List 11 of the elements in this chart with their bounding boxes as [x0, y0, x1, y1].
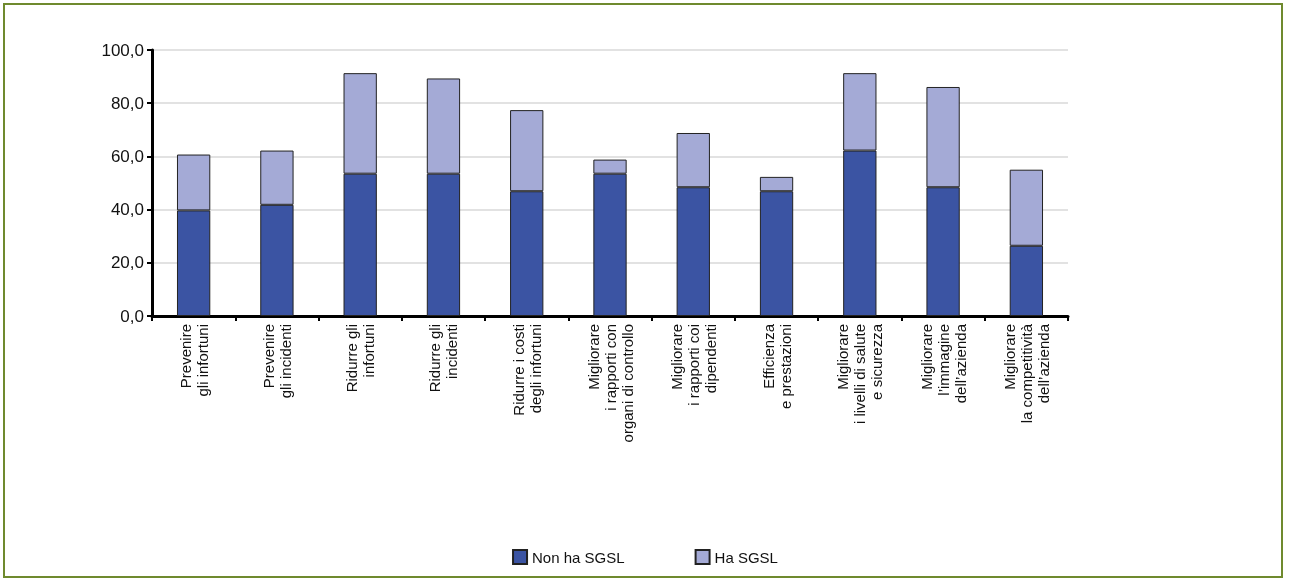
legend-label: Ha SGSL: [714, 548, 778, 566]
x-tick-label: Ridurre gli infortuni: [343, 324, 378, 393]
y-tick-label: 100,0: [101, 40, 144, 60]
x-tick-label: Prevenire gli infortuni: [176, 324, 211, 397]
y-tick-label: 40,0: [110, 200, 144, 220]
y-tick-label: 20,0: [110, 253, 144, 273]
x-tick-label: Ridurre gli incidenti: [426, 324, 461, 393]
y-tick-label: 80,0: [110, 93, 144, 113]
y-tick-label: 0,0: [120, 306, 144, 326]
legend-label: Non ha SGSL: [532, 548, 625, 566]
y-tick-label: 60,0: [110, 146, 144, 166]
